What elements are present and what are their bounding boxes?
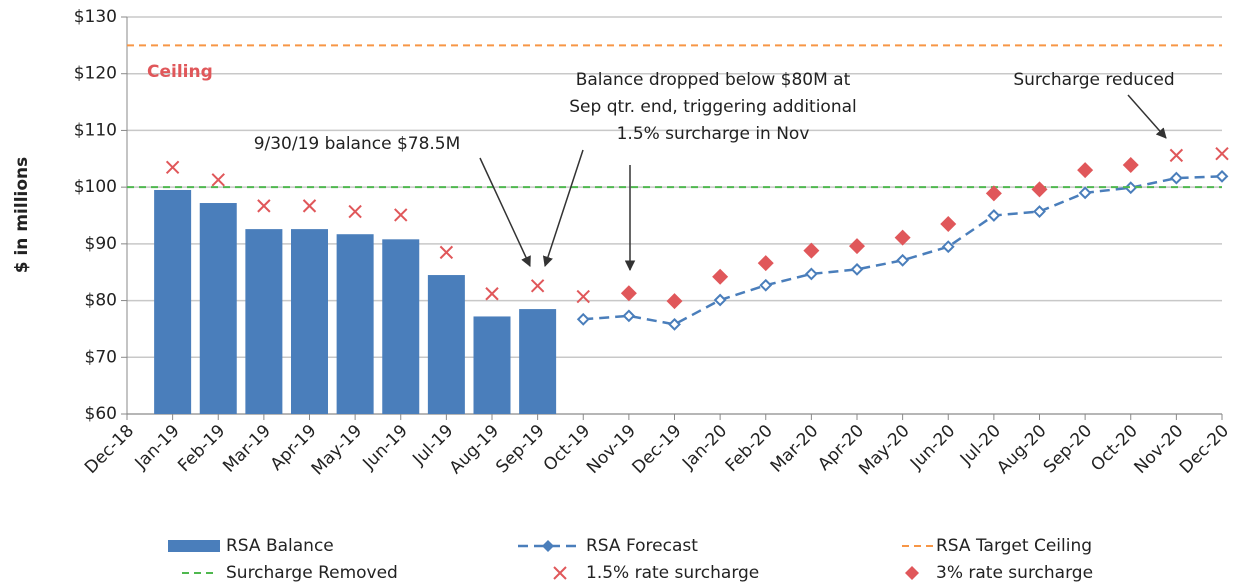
x-tick-label: Feb-19: [174, 421, 229, 476]
y-axis-label: $ in millions: [12, 157, 32, 274]
diamond-marker: [803, 242, 820, 259]
legend-label: RSA Forecast: [586, 536, 698, 556]
diamond-marker: [1077, 162, 1094, 179]
cross-marker: [439, 245, 454, 260]
diamond-marker: [712, 268, 729, 285]
x-tick-label: Mar-19: [219, 421, 275, 477]
x-tick-label: Aug-20: [993, 421, 1050, 478]
cross-marker: [530, 279, 545, 293]
x-tick-label: Jan-19: [131, 421, 184, 474]
arrow: [1127, 94, 1167, 139]
legend-label: 1.5% rate surcharge: [586, 563, 759, 583]
y-tick-label: $60: [85, 404, 117, 424]
cross-marker: [211, 173, 225, 187]
y-tick-label: $80: [85, 291, 117, 311]
forecast-marker: [1215, 169, 1229, 183]
cross-marker: [576, 289, 590, 304]
x-tick-label: Dec-19: [629, 421, 686, 478]
x-tick-label: Jun-19: [359, 421, 412, 474]
annotation: 9/30/19 balance $78.5M: [254, 134, 461, 154]
diamond-marker: [940, 216, 957, 233]
forecast-marker: [850, 262, 864, 276]
bar: [291, 229, 328, 414]
forecast-marker: [668, 317, 681, 331]
cross-marker: [348, 204, 362, 219]
forecast-marker: [804, 267, 818, 281]
cross-marker: [165, 160, 180, 175]
forecast-marker: [1124, 181, 1138, 195]
diamond-marker: [1031, 181, 1048, 198]
x-tick-label: Dec-20: [1176, 421, 1233, 478]
legend-label: Surcharge Removed: [226, 563, 398, 583]
annotation: 1.5% surcharge in Nov: [617, 124, 810, 144]
diamond-marker: [849, 238, 865, 255]
x-tick-label: May-20: [855, 421, 913, 479]
x-tick-label: Nov-19: [583, 421, 640, 478]
diamond-marker: [894, 229, 911, 246]
y-tick-label: $100: [74, 177, 117, 197]
legend-label: RSA Balance: [226, 536, 334, 556]
annotation: Surcharge reduced: [1013, 70, 1174, 90]
forecast-marker: [759, 278, 773, 292]
x-tick-label: Jan-20: [678, 421, 731, 474]
bar: [382, 239, 420, 414]
legend-swatch: [553, 566, 567, 580]
bar: [427, 275, 465, 414]
diamond-marker: [985, 185, 1002, 202]
cross-marker: [302, 199, 317, 213]
cross-marker: [257, 199, 271, 213]
diamond-marker: [1122, 157, 1139, 174]
annotation: Ceiling: [147, 62, 213, 82]
bar: [245, 229, 283, 414]
annotation: Balance dropped below $80M at: [576, 70, 851, 90]
cross-marker: [485, 287, 499, 301]
diamond-marker: [666, 293, 683, 310]
arrow: [542, 149, 584, 267]
bar: [154, 189, 192, 414]
forecast-marker: [941, 240, 955, 254]
diamond-marker: [620, 285, 637, 302]
bar: [199, 203, 237, 414]
legend-swatch: [168, 540, 220, 552]
x-tick-label: May-19: [308, 421, 366, 479]
bar: [519, 309, 557, 414]
y-tick-label: $120: [74, 64, 117, 84]
x-tick-label: Dec-18: [81, 421, 138, 478]
y-tick-label: $130: [74, 7, 117, 27]
bar: [336, 234, 374, 414]
cross-marker: [1215, 146, 1229, 161]
forecast-marker: [1169, 171, 1183, 185]
legend-label: RSA Target Ceiling: [936, 536, 1092, 556]
x-tick-label: Sep-20: [1040, 421, 1096, 477]
forecast-marker: [1078, 186, 1092, 200]
x-tick-label: Mar-20: [767, 421, 823, 477]
y-tick-label: $90: [85, 234, 117, 254]
cross-marker: [1169, 148, 1184, 163]
x-tick-label: Aug-19: [446, 421, 503, 478]
forecast-marker: [576, 312, 590, 326]
legend-label: 3% rate surcharge: [936, 563, 1093, 583]
annotation-arrows: [479, 94, 1167, 272]
x-tick-label: Sep-19: [492, 421, 548, 477]
y-tick-label: $70: [85, 347, 117, 367]
diamond-marker: [757, 255, 774, 272]
legend-swatch: [905, 566, 919, 580]
x-tick-label: Feb-20: [722, 421, 777, 476]
forecast-marker: [987, 209, 1001, 222]
forecast-marker: [713, 293, 727, 307]
bar: [473, 316, 511, 414]
arrow: [479, 157, 531, 267]
forecast-marker: [1033, 205, 1046, 218]
annotation: Sep qtr. end, triggering additional: [569, 97, 857, 117]
cross-marker: [394, 208, 408, 222]
legend-swatch: [542, 540, 554, 552]
y-tick-label: $110: [74, 120, 117, 140]
forecast-marker: [622, 309, 636, 323]
x-tick-label: Nov-20: [1131, 421, 1188, 478]
x-tick-label: Jun-20: [906, 421, 959, 474]
forecast-marker: [896, 253, 910, 267]
